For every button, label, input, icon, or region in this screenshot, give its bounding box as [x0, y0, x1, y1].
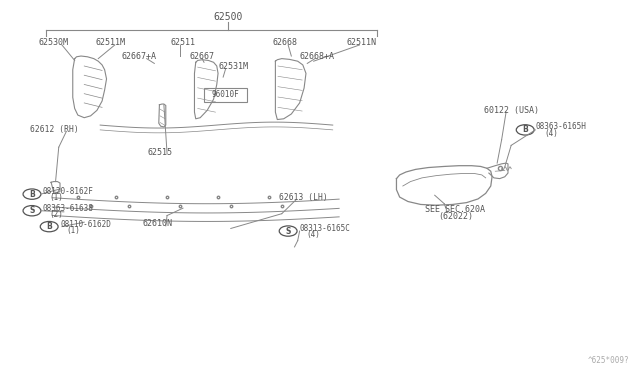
Text: 08363-61638: 08363-61638 — [43, 203, 93, 213]
Text: 62667: 62667 — [189, 52, 214, 61]
Text: SEE SEC.620A: SEE SEC.620A — [425, 205, 485, 215]
Text: B: B — [29, 190, 35, 199]
Text: (2): (2) — [49, 210, 63, 219]
Text: (1): (1) — [67, 226, 80, 235]
Text: 62531M: 62531M — [218, 61, 248, 71]
Text: 62667+A: 62667+A — [121, 52, 156, 61]
Text: 08120-8162F: 08120-8162F — [43, 187, 93, 196]
Text: 60122 (USA): 60122 (USA) — [484, 106, 540, 115]
Text: 08363-6165H: 08363-6165H — [536, 122, 586, 131]
Text: 96010F: 96010F — [212, 90, 239, 99]
Text: 62511N: 62511N — [347, 38, 377, 47]
Text: S: S — [29, 206, 35, 215]
Text: (1): (1) — [49, 193, 63, 202]
Text: 62610N: 62610N — [143, 219, 173, 228]
FancyBboxPatch shape — [204, 88, 247, 102]
Text: 62530M: 62530M — [38, 38, 68, 47]
Text: 62668: 62668 — [272, 38, 297, 47]
Text: 62612 (RH): 62612 (RH) — [30, 125, 79, 134]
Text: (4): (4) — [306, 230, 320, 239]
Text: S: S — [285, 227, 291, 235]
Text: B: B — [522, 125, 528, 134]
Text: 62511: 62511 — [170, 38, 195, 47]
Text: 62511M: 62511M — [96, 38, 125, 47]
Text: B: B — [46, 222, 52, 231]
Text: 08110-6162D: 08110-6162D — [60, 219, 111, 228]
Text: 62613 (LH): 62613 (LH) — [278, 193, 327, 202]
Text: 62668+A: 62668+A — [300, 52, 335, 61]
Text: 08313-6165C: 08313-6165C — [300, 224, 351, 233]
Text: 62500: 62500 — [213, 12, 243, 22]
Text: (4): (4) — [544, 129, 558, 138]
Text: 62515: 62515 — [148, 148, 173, 157]
Text: ^625*009?: ^625*009? — [588, 356, 629, 365]
Text: (62022): (62022) — [438, 212, 473, 221]
